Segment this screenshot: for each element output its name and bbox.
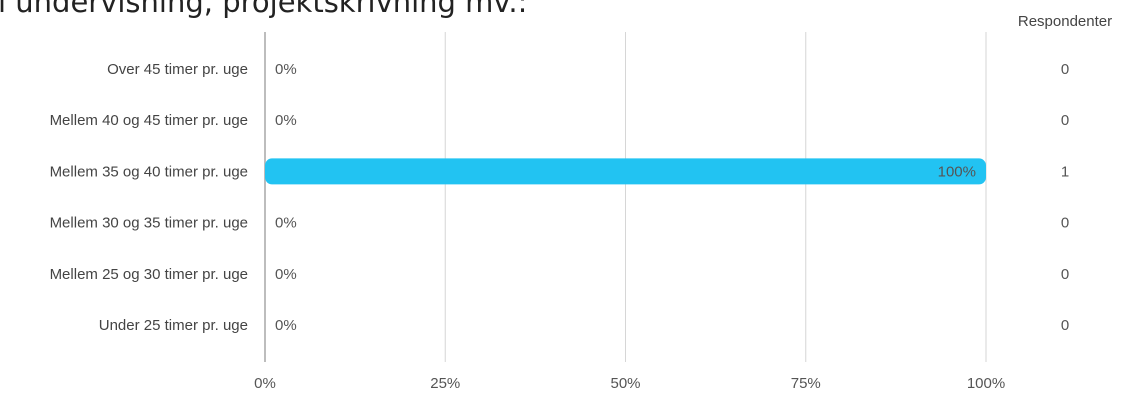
page-title: i undervisning, projektskrivning mv.: [0, 0, 527, 19]
category-label: Mellem 40 og 45 timer pr. uge [50, 112, 248, 129]
respondents-header: Respondenter [1018, 13, 1112, 30]
category-label: Mellem 25 og 30 timer pr. uge [50, 266, 248, 283]
x-tick-label: 75% [791, 375, 821, 392]
bar-value-label: 0% [275, 112, 297, 129]
bar [265, 158, 986, 185]
bar-value-label: 0% [275, 61, 297, 78]
category-label: Over 45 timer pr. uge [107, 61, 248, 78]
bar-value-label: 100% [938, 163, 976, 180]
bars [265, 158, 986, 185]
x-tick-label: 100% [967, 375, 1005, 392]
respondent-count: 0 [1061, 61, 1069, 78]
respondent-count: 1 [1061, 163, 1069, 180]
respondent-count: 0 [1061, 215, 1069, 232]
respondent-count: 0 [1061, 112, 1069, 129]
category-label: Under 25 timer pr. uge [99, 317, 248, 334]
category-label: Mellem 35 og 40 timer pr. uge [50, 163, 248, 180]
x-axis-ticks: 0% 25% 50% 75% 100% [254, 375, 1005, 392]
respondent-count: 0 [1061, 317, 1069, 334]
respondent-count: 0 [1061, 266, 1069, 283]
bar-value-label: 0% [275, 215, 297, 232]
gridlines [264, 32, 987, 362]
x-tick-label: 50% [610, 375, 640, 392]
bar-value-label: 0% [275, 266, 297, 283]
x-tick-label: 25% [430, 375, 460, 392]
category-label: Mellem 30 og 35 timer pr. uge [50, 215, 248, 232]
bar-value-label: 0% [275, 317, 297, 334]
labels: Over 45 timer pr. uge 0% 0 Mellem 40 og 45 … [50, 61, 1070, 334]
x-tick-label: 0% [254, 375, 276, 392]
